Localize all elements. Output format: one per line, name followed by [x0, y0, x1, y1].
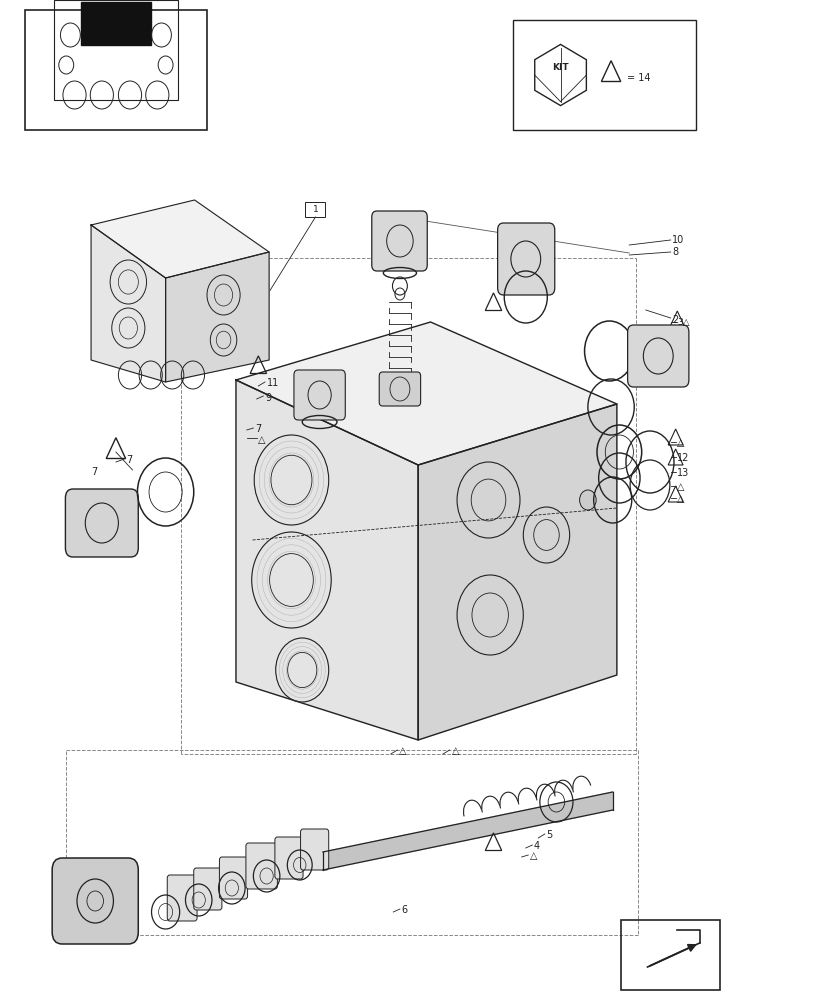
Bar	[620, 920, 719, 990]
Text: 10: 10	[672, 235, 684, 245]
FancyBboxPatch shape	[167, 875, 197, 921]
Text: 12: 12	[676, 453, 689, 463]
FancyBboxPatch shape	[52, 858, 138, 944]
Text: 7: 7	[255, 424, 261, 434]
Text: △: △	[399, 746, 406, 756]
Text: △: △	[529, 851, 537, 861]
Bar	[54, 0, 178, 100]
Text: △: △	[676, 438, 684, 448]
Polygon shape	[323, 792, 612, 870]
FancyBboxPatch shape	[379, 372, 420, 406]
FancyBboxPatch shape	[275, 837, 303, 879]
Bar	[25, 10, 207, 130]
Polygon shape	[81, 2, 151, 45]
Text: 3△: 3△	[676, 318, 689, 328]
Text: 2: 2	[672, 315, 678, 325]
Polygon shape	[165, 252, 269, 382]
Text: 13: 13	[676, 468, 689, 478]
Text: 5: 5	[546, 830, 552, 840]
Text: 9: 9	[265, 393, 270, 403]
FancyBboxPatch shape	[294, 370, 345, 420]
FancyBboxPatch shape	[497, 223, 554, 295]
FancyBboxPatch shape	[65, 489, 138, 557]
Polygon shape	[91, 225, 165, 382]
Text: = 14: = 14	[626, 73, 649, 83]
Text: 7: 7	[126, 455, 132, 465]
Polygon shape	[236, 322, 616, 465]
Text: 6: 6	[401, 905, 407, 915]
Bar	[304, 202, 325, 217]
Text: KIT: KIT	[552, 62, 568, 72]
Text: △: △	[258, 435, 265, 445]
Polygon shape	[91, 200, 269, 278]
Text: 1: 1	[313, 205, 318, 214]
Bar	[513, 20, 695, 130]
Polygon shape	[418, 404, 616, 740]
FancyBboxPatch shape	[627, 325, 688, 387]
FancyBboxPatch shape	[300, 829, 328, 870]
Text: 11: 11	[266, 378, 279, 388]
Text: △: △	[452, 746, 459, 756]
Circle shape	[579, 490, 595, 510]
FancyBboxPatch shape	[219, 857, 247, 899]
Text: 8: 8	[672, 247, 677, 257]
FancyBboxPatch shape	[194, 868, 222, 910]
FancyBboxPatch shape	[371, 211, 427, 271]
Text: △: △	[676, 494, 684, 504]
Text: 7: 7	[91, 467, 98, 477]
Text: △: △	[676, 482, 684, 492]
Text: 4: 4	[533, 841, 539, 851]
FancyBboxPatch shape	[246, 843, 277, 889]
Polygon shape	[236, 380, 418, 740]
